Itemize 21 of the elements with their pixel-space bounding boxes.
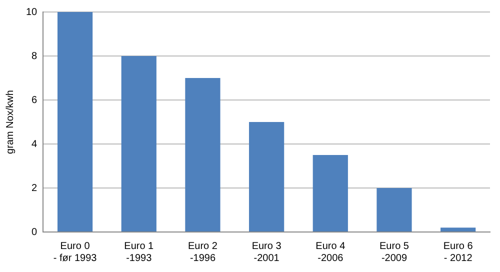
y-tick-label: 2 (32, 182, 38, 194)
x-tick-label: Euro 6 - 2012 (443, 240, 474, 264)
bar (312, 155, 348, 232)
y-tick-label: 6 (32, 94, 38, 106)
y-tick-label: 0 (32, 226, 38, 238)
y-tick-label: 4 (32, 138, 38, 150)
y-tick-label: 8 (32, 50, 38, 62)
y-axis-title: gram Nox/kwh (4, 90, 16, 154)
x-tick-label: Euro 0 - før 1993 (53, 240, 98, 264)
x-tick-label: Euro 1 -1993 (124, 240, 154, 264)
x-tick-label: Euro 5 -2009 (380, 240, 410, 264)
x-tick-label: Euro 2 -1996 (188, 240, 218, 264)
x-tick-label: Euro 4 -2006 (316, 240, 346, 264)
bar (440, 228, 476, 232)
bar (249, 122, 284, 232)
bar (185, 78, 220, 232)
y-tick-label: 10 (26, 6, 38, 18)
bar (376, 188, 412, 232)
bar (121, 56, 156, 232)
x-tick-label: Euro 3 -2001 (252, 240, 282, 264)
bar (57, 12, 93, 232)
